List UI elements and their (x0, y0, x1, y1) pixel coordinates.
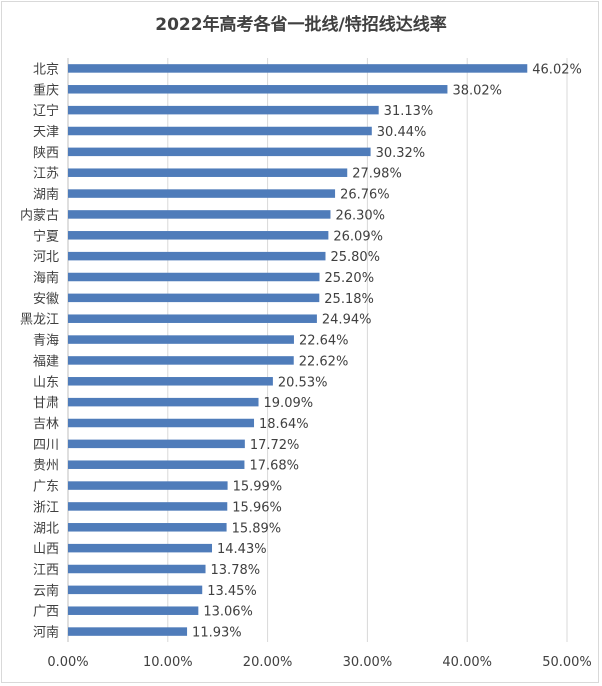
bar (68, 64, 528, 73)
category-label: 陕西 (33, 146, 59, 161)
data-label: 30.32% (376, 146, 426, 161)
data-label: 15.89% (232, 521, 282, 536)
data-label: 15.99% (233, 480, 283, 495)
category-label: 云南 (33, 583, 59, 599)
category-label: 青海 (33, 334, 59, 349)
category-label: 江西 (33, 563, 59, 578)
category-label: 浙江 (33, 500, 59, 515)
bar (68, 335, 294, 344)
bar (68, 564, 206, 574)
bar (68, 606, 199, 615)
category-label: 湖北 (33, 521, 59, 536)
category-label: 重庆 (33, 82, 59, 98)
bar (68, 523, 227, 532)
category-label: 天津 (33, 125, 59, 140)
category-label: 山东 (33, 375, 59, 390)
bar (68, 418, 255, 428)
chart-title: 2022年高考各省一批线/特招线达线率 (155, 15, 447, 35)
data-label: 19.09% (264, 396, 314, 411)
x-tick-label: 40.00% (442, 655, 492, 670)
category-label: 河南 (33, 625, 59, 641)
bar (68, 85, 448, 94)
data-label: 22.64% (299, 334, 349, 349)
x-tick-label: 20.00% (243, 655, 293, 670)
bar (68, 210, 331, 219)
category-label: 宁夏 (33, 228, 59, 244)
category-label: 广东 (33, 480, 59, 495)
category-label: 辽宁 (33, 103, 59, 119)
bar (68, 147, 371, 157)
data-label: 27.98% (352, 167, 402, 182)
bar (68, 356, 294, 365)
data-label: 22.62% (299, 354, 349, 369)
bar (68, 293, 320, 303)
data-label: 26.30% (335, 208, 385, 223)
category-label: 黑龙江 (20, 313, 59, 328)
category-label: 甘肃 (33, 396, 59, 411)
data-label: 31.13% (384, 104, 434, 119)
data-label: 13.78% (211, 563, 261, 578)
category-label: 内蒙古 (20, 207, 59, 223)
data-label: 15.96% (232, 500, 282, 515)
category-label: 北京 (33, 62, 59, 77)
bar (68, 543, 213, 553)
data-label: 17.68% (249, 459, 299, 474)
bar (68, 168, 348, 177)
category-label: 福建 (33, 354, 59, 369)
bar (68, 585, 203, 595)
data-label: 26.09% (333, 229, 383, 244)
bar (68, 231, 329, 240)
bar (68, 502, 228, 511)
data-label: 13.45% (207, 584, 257, 599)
category-label: 海南 (33, 270, 59, 286)
x-tick-label: 50.00% (542, 655, 592, 670)
category-label: 贵州 (33, 459, 59, 474)
bar (68, 105, 379, 115)
bar (68, 251, 326, 261)
category-label: 广西 (33, 605, 59, 620)
bar (68, 460, 245, 469)
bar (68, 627, 188, 636)
data-label: 30.44% (377, 125, 427, 140)
category-label: 四川 (33, 438, 59, 453)
data-label: 38.02% (452, 83, 502, 98)
bar (68, 439, 245, 449)
bar (68, 272, 320, 282)
category-label: 山西 (33, 542, 59, 557)
bar (68, 126, 372, 136)
x-tick-label: 0.00% (47, 655, 88, 670)
data-label: 13.06% (203, 605, 253, 620)
bar (68, 397, 259, 407)
bar (68, 189, 336, 198)
category-label: 河北 (33, 250, 59, 265)
x-tick-label: 10.00% (143, 655, 193, 670)
category-label: 吉林 (33, 417, 59, 432)
data-label: 46.02% (532, 62, 582, 77)
bar (68, 314, 317, 323)
data-label: 18.64% (259, 417, 309, 432)
data-label: 20.53% (278, 375, 328, 390)
data-label: 24.94% (322, 313, 372, 328)
bar (68, 481, 228, 490)
data-label: 14.43% (217, 542, 267, 557)
data-label: 25.20% (324, 271, 374, 286)
data-label: 17.72% (250, 438, 300, 453)
category-label: 江苏 (33, 166, 59, 182)
x-tick-label: 30.00% (343, 655, 393, 670)
data-label: 11.93% (192, 626, 242, 641)
data-label: 25.80% (330, 250, 380, 265)
category-label: 安徽 (33, 292, 59, 307)
bar (68, 377, 273, 386)
data-label: 25.18% (324, 292, 374, 307)
category-label: 湖南 (33, 187, 59, 203)
data-label: 26.76% (340, 188, 390, 203)
